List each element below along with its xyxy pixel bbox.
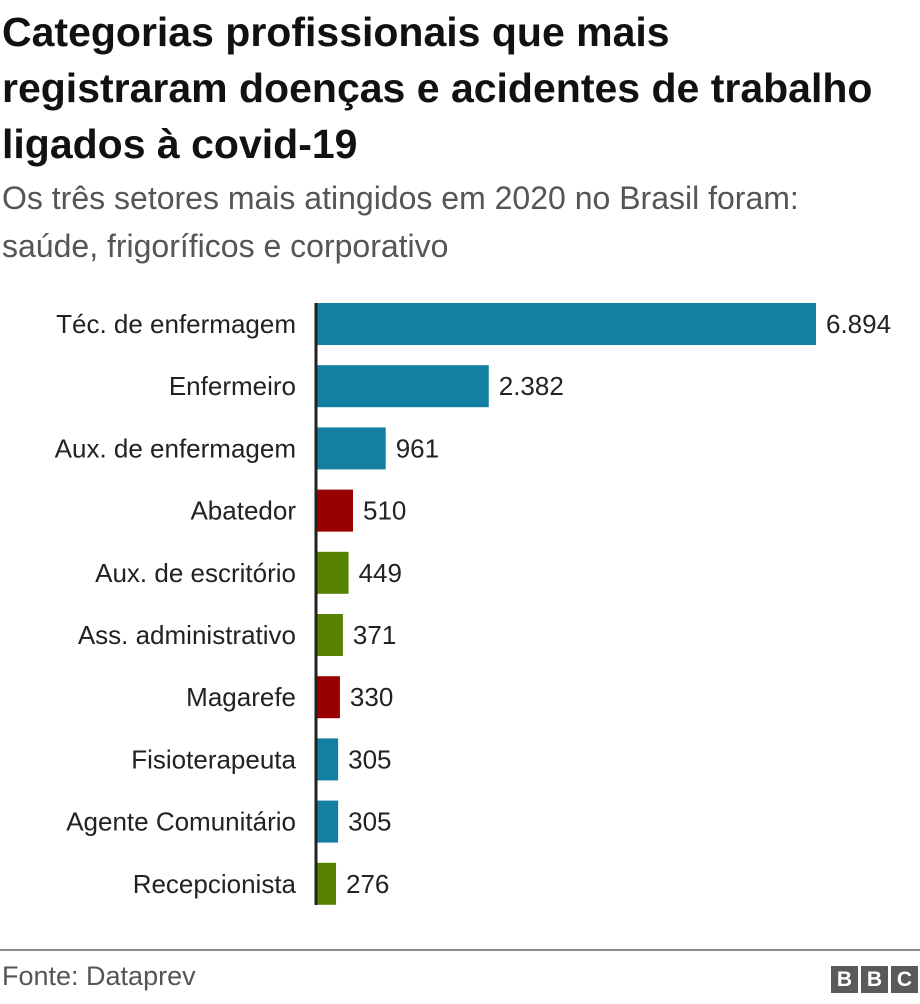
value-label: 6.894 [826,309,891,339]
value-label: 961 [396,433,439,463]
bar [316,551,349,594]
chart-title: Categorias profissionais que mais regist… [2,9,873,167]
value-label: 371 [353,620,396,650]
category-label: Aux. de escritório [95,558,296,588]
bar [316,365,489,408]
category-label: Enfermeiro [169,371,296,401]
bbc-logo-letter: B [831,966,858,993]
footer-divider [0,949,920,951]
bar-chart: Téc. de enfermagem 6.894 Enfermeiro 2.382 Au… [55,303,891,905]
bar [316,427,386,470]
bar [316,862,337,905]
bar [316,800,339,843]
category-label: Aux. de enfermagem [55,433,296,463]
bar [316,676,340,719]
value-label: 2.382 [499,371,564,401]
bar [316,489,353,532]
chart-subtitle: Os três setores mais atingidos em 2020 n… [2,180,799,264]
value-label: 330 [350,682,393,712]
category-label: Magarefe [186,682,296,712]
source-note: Fonte: Dataprev [2,961,196,991]
category-label: Fisioterapeuta [131,744,296,774]
bar [316,303,816,345]
category-label: Agente Comunitário [66,807,296,837]
value-label: 276 [346,869,389,899]
bbc-logo-letter: C [891,966,918,993]
bbc-logo-letter: B [861,966,888,993]
category-label: Téc. de enfermagem [56,309,296,339]
bar [316,738,339,781]
value-label: 449 [359,558,402,588]
value-label: 305 [348,807,391,837]
value-label: 305 [348,744,391,774]
category-label: Recepcionista [133,869,297,899]
bar [316,614,343,656]
bbc-logo: B B C [831,966,918,993]
value-label: 510 [363,496,406,526]
category-label: Abatedor [190,496,296,526]
category-label: Ass. administrativo [78,620,296,650]
